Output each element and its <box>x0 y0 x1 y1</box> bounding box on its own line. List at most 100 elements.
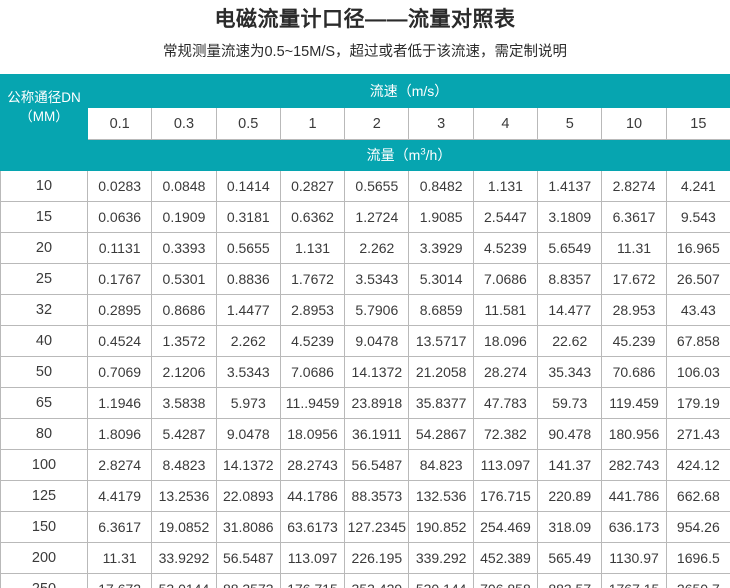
table-row: 80 1.8096 5.4287 9.0478 18.0956 36.1911 54.286… <box>0 418 730 450</box>
flow-value-cell: 43.43 <box>665 294 730 326</box>
flow-value-cell: 9.543 <box>665 201 730 233</box>
flow-value-cell: 2.8274 <box>601 170 667 202</box>
dn-cell: 80 <box>0 418 88 450</box>
dn-header-line1: 公称通径DN <box>7 90 81 105</box>
table-row: 20 0.1131 0.3393 0.5655 1.131 2.262 3.3929 4.52… <box>0 232 730 264</box>
header-row-velocity-values: 0.1 0.3 0.5 1 2 3 4 5 10 15 <box>1 107 730 140</box>
flow-value-cell: 441.786 <box>601 480 667 512</box>
table-row: 150 6.3617 19.0852 31.8086 63.6173 127.2345 19… <box>0 511 730 543</box>
flow-value-cell: 9.0478 <box>344 325 410 357</box>
flow-value-cell: 3.3929 <box>408 232 474 264</box>
flow-value-cell: 0.0848 <box>151 170 217 202</box>
flow-value-cell: 59.73 <box>537 387 603 419</box>
dn-cell: 200 <box>0 542 88 574</box>
flow-value-cell: 23.8918 <box>344 387 410 419</box>
table-row: 125 4.4179 13.2536 22.0893 44.1786 88.3573 132… <box>0 480 730 512</box>
flow-value-cell: 21.2058 <box>408 356 474 388</box>
flow-value-cell: 0.3181 <box>215 201 281 233</box>
flow-value-cell: 8.6859 <box>408 294 474 326</box>
flow-value-cell: 72.382 <box>472 418 539 450</box>
flow-value-cell: 353.429 <box>344 573 410 588</box>
dn-cell: 40 <box>0 325 88 357</box>
flow-value-cell: 5.3014 <box>408 263 474 295</box>
flow-value-cell: 26.507 <box>665 263 730 295</box>
flow-value-cell: 17.672 <box>601 263 667 295</box>
dn-cell: 65 <box>0 387 88 419</box>
flow-value-cell: 452.389 <box>472 542 539 574</box>
page-subtitle: 常规测量流速为0.5~15M/S，超过或者低于该流速，需定制说明 <box>162 44 568 60</box>
flow-value-cell: 11.581 <box>472 294 539 326</box>
flow-value-cell: 176.715 <box>472 480 539 512</box>
flow-value-cell: 4.5239 <box>279 325 346 357</box>
flow-value-cell: 11.31 <box>601 232 667 264</box>
flow-value-cell: 1.2724 <box>344 201 410 233</box>
flow-value-cell: 2.262 <box>344 232 410 264</box>
flow-value-cell: 3.1809 <box>537 201 603 233</box>
dn-header-cell: 公称通径DN （MM） <box>0 74 88 140</box>
flow-value-cell: 0.1414 <box>215 170 281 202</box>
flow-value-cell: 0.1767 <box>86 263 153 295</box>
flow-value-cell: 28.953 <box>601 294 667 326</box>
flow-value-cell: 28.274 <box>472 356 539 388</box>
flow-value-cell: 5.4287 <box>151 418 217 450</box>
table-row: 40 0.4524 1.3572 2.262 4.5239 9.0478 13.5717 18… <box>0 325 730 357</box>
flow-value-cell: 3.5838 <box>151 387 217 419</box>
flow-value-cell: 22.62 <box>537 325 603 357</box>
dn-cell: 100 <box>0 449 88 481</box>
flow-value-cell: 88.3573 <box>344 480 410 512</box>
flow-value-cell: 5.7906 <box>344 294 410 326</box>
flow-value-cell: 2.1206 <box>151 356 217 388</box>
flow-value-cell: 2.8953 <box>279 294 346 326</box>
flow-value-cell: 28.2743 <box>279 449 346 481</box>
flow-value-cell: 1.131 <box>279 232 346 264</box>
dn-cell: 15 <box>0 201 88 233</box>
dn-header-line2: （MM） <box>19 109 69 124</box>
dn-cell: 25 <box>0 263 88 295</box>
flow-value-cell: 271.43 <box>665 418 730 450</box>
flow-value-cell: 9.0478 <box>215 418 281 450</box>
flow-value-cell: 4.241 <box>665 170 730 202</box>
flow-header-superscript: 3 <box>420 146 426 158</box>
flow-value-cell: 1.1946 <box>86 387 153 419</box>
flow-value-cell: 1.3572 <box>151 325 217 357</box>
page-title: 电磁流量计口径——流量对照表 <box>214 8 516 31</box>
table-row: 50 0.7069 2.1206 3.5343 7.0686 14.1372 21.2058… <box>0 356 730 388</box>
flow-value-cell: 13.5717 <box>408 325 474 357</box>
flow-value-cell: 119.459 <box>601 387 667 419</box>
flow-value-cell: 4.5239 <box>472 232 539 264</box>
flow-value-cell: 0.1131 <box>86 232 153 264</box>
flow-value-cell: 7.0686 <box>472 263 539 295</box>
flow-header-post: /h） <box>425 147 452 163</box>
flow-value-cell: 18.096 <box>472 325 539 357</box>
flow-value-cell: 1.7672 <box>279 263 346 295</box>
flow-value-cell: 84.823 <box>408 449 474 481</box>
title-block: 电磁流量计口径——流量对照表 常规测量流速为0.5~15M/S，超过或者低于该流… <box>0 0 730 65</box>
flow-value-cell: 8.4823 <box>151 449 217 481</box>
flow-comparison-table: 公称通径DN （MM） 流速（m/s） 0.1 0.3 0.5 1 2 3 4 … <box>0 74 730 588</box>
dn-cell: 250 <box>0 573 88 588</box>
table-row: 65 1.1946 3.5838 5.973 11..9459 23.8918 35.837… <box>0 387 730 419</box>
velocity-col-5: 3 <box>408 107 474 140</box>
table-row: 25017.67253.014488.3573176.715353.429530… <box>0 573 730 588</box>
flow-value-cell: 56.5487 <box>215 542 281 574</box>
flow-value-cell: 0.5655 <box>215 232 281 264</box>
table-row: 25 0.1767 0.5301 0.8836 1.7672 3.5343 5.3014 7.… <box>0 263 730 295</box>
flow-value-cell: 88.3573 <box>215 573 281 588</box>
dn-cell: 20 <box>0 232 88 264</box>
flow-value-cell: 141.37 <box>537 449 603 481</box>
velocity-col-3: 1 <box>279 107 346 140</box>
flow-value-cell: 1.8096 <box>86 418 153 450</box>
flow-value-cell: 6.3617 <box>86 511 153 543</box>
flow-value-cell: 113.097 <box>472 449 539 481</box>
dn-cell: 32 <box>0 294 88 326</box>
flow-value-cell: 2.8274 <box>86 449 153 481</box>
flow-value-cell: 636.173 <box>601 511 667 543</box>
flow-value-cell: 662.68 <box>665 480 730 512</box>
flow-value-cell: 1.4477 <box>215 294 281 326</box>
flow-value-cell: 339.292 <box>408 542 474 574</box>
flow-value-cell: 14.1372 <box>344 356 410 388</box>
flow-value-cell: 90.478 <box>537 418 603 450</box>
table-row: 32 0.2895 0.8686 1.4477 2.8953 5.7906 8.6859 11… <box>0 294 730 326</box>
flow-value-cell: 70.686 <box>601 356 667 388</box>
flow-value-cell: 282.743 <box>601 449 667 481</box>
